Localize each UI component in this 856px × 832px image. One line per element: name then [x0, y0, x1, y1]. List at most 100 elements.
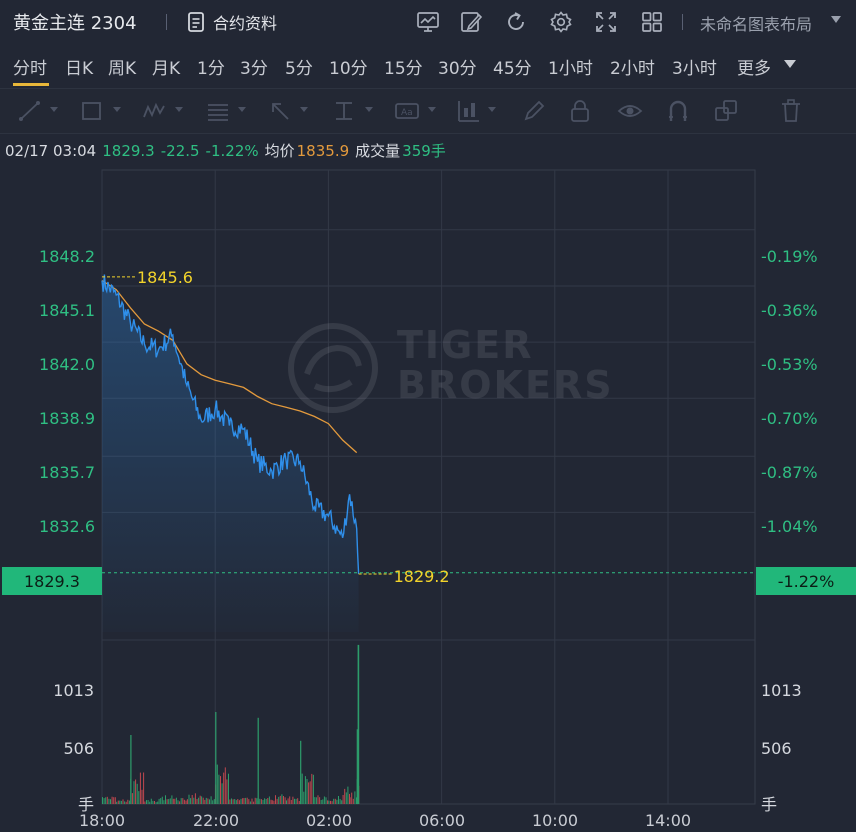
rectangle-icon[interactable]	[78, 97, 106, 125]
period-tab[interactable]: 3小时	[672, 59, 717, 79]
period-tab[interactable]: 15分	[384, 59, 423, 79]
chevron-down-icon[interactable]	[113, 107, 121, 112]
volume-tick: 1013	[53, 681, 94, 700]
chevron-down-icon[interactable]	[238, 107, 246, 112]
time-tick: 10:00	[532, 811, 578, 830]
volume-bar	[168, 799, 170, 804]
time-tick: 02:00	[306, 811, 352, 830]
volume-bar	[149, 801, 151, 804]
volume-bar	[319, 797, 321, 804]
symbol-title[interactable]: 黄金主连 2304	[13, 13, 137, 34]
period-tab[interactable]: 2小时	[610, 59, 655, 79]
time-tick: 06:00	[419, 811, 465, 830]
volume-bar	[234, 799, 236, 804]
volume-bar	[172, 798, 174, 804]
percent-tick: -0.70%	[761, 409, 818, 428]
volume-bar	[308, 782, 310, 804]
brush-icon[interactable]	[520, 97, 548, 125]
volume-bar	[221, 783, 223, 804]
period-tab[interactable]: 周K	[108, 59, 137, 79]
wave-pattern-icon[interactable]	[140, 97, 168, 125]
price-axis: 1848.2 1845.1 1842.0 1838.9 1835.7 1832.…	[39, 247, 95, 536]
volume-bar	[138, 791, 140, 804]
volume-bar	[338, 796, 339, 804]
chevron-down-icon[interactable]	[300, 107, 308, 112]
price-area-fill	[102, 274, 359, 632]
refresh-icon[interactable]	[504, 10, 528, 34]
volume-bar	[237, 799, 239, 804]
volume-bar	[165, 795, 166, 804]
volume-bar	[298, 801, 300, 804]
lock-icon[interactable]	[566, 97, 594, 125]
period-tab[interactable]: 1小时	[548, 59, 593, 79]
chevron-down-icon[interactable]	[428, 107, 436, 112]
volume-bar	[356, 797, 357, 804]
price-line	[101, 274, 360, 575]
price-tick: 1842.0	[39, 355, 95, 374]
measure-icon[interactable]	[330, 97, 358, 125]
period-tab[interactable]: 分时	[13, 59, 47, 79]
volume-bar	[106, 796, 108, 804]
magnet-icon[interactable]	[664, 97, 692, 125]
volume-bar	[198, 797, 200, 804]
volume-bar	[175, 797, 177, 804]
volume-bar	[190, 798, 192, 804]
volume-bar	[125, 801, 127, 804]
volume-bar	[179, 801, 181, 804]
chevron-down-icon[interactable]	[831, 16, 841, 23]
chart-template-icon[interactable]	[416, 10, 440, 34]
volume-bar	[330, 800, 331, 804]
volume-bar	[194, 793, 196, 804]
grid-layout-icon[interactable]	[640, 10, 664, 34]
volume-bar	[180, 798, 182, 804]
volume-bar	[182, 798, 184, 804]
trash-icon[interactable]	[777, 97, 805, 125]
volume-bar	[174, 798, 176, 804]
period-tab[interactable]: 1分	[197, 59, 225, 79]
volume-bar	[260, 799, 262, 804]
period-tab[interactable]: 10分	[329, 59, 368, 79]
chevron-down-icon[interactable]	[784, 60, 796, 68]
current-price-tag: 1829.3	[2, 567, 102, 595]
volume-bar	[333, 798, 335, 804]
more-periods-button[interactable]: 更多	[737, 59, 771, 79]
chevron-down-icon[interactable]	[365, 107, 373, 112]
volume-bar	[166, 799, 168, 804]
chevron-down-icon[interactable]	[50, 107, 58, 112]
period-tab[interactable]: 日K	[65, 59, 94, 79]
volume-bar	[207, 798, 209, 804]
time-axis: 18:00 22:00 02:00 06:00 10:00 14:00	[79, 811, 691, 830]
contract-info-button[interactable]: 合约资料	[187, 10, 277, 34]
chevron-down-icon[interactable]	[175, 107, 183, 112]
volume-bar	[342, 795, 344, 804]
period-tab[interactable]: 3分	[240, 59, 268, 79]
period-tab[interactable]: 月K	[152, 59, 181, 79]
volume-bar	[150, 798, 152, 804]
period-tab[interactable]: 30分	[438, 59, 477, 79]
layout-selector[interactable]: 未命名图表布局	[700, 15, 813, 34]
volume-bar	[328, 800, 330, 804]
fib-icon[interactable]	[204, 97, 232, 125]
text-label-icon[interactable]: Aa	[393, 97, 421, 125]
chevron-down-icon[interactable]	[488, 107, 496, 112]
period-tab[interactable]: 45分	[493, 59, 532, 79]
drawing-toolbar: Aa	[0, 88, 856, 134]
volume-bar	[169, 798, 171, 804]
trend-line-icon[interactable]	[16, 97, 44, 125]
volume-bar	[303, 791, 305, 804]
volume-bar	[314, 797, 316, 804]
volume-bar	[294, 798, 295, 804]
price-tick: 1835.7	[39, 463, 95, 482]
position-icon[interactable]	[455, 97, 483, 125]
arrow-icon[interactable]	[266, 97, 294, 125]
settings-icon[interactable]	[549, 10, 573, 34]
volume-bar	[220, 776, 221, 804]
edit-icon[interactable]	[459, 10, 483, 34]
clone-icon[interactable]	[712, 97, 740, 125]
volume-bar	[301, 773, 303, 804]
period-tab[interactable]: 5分	[285, 59, 313, 79]
fullscreen-icon[interactable]	[594, 10, 618, 34]
eye-icon[interactable]	[616, 97, 644, 125]
volume-bar	[289, 796, 291, 804]
